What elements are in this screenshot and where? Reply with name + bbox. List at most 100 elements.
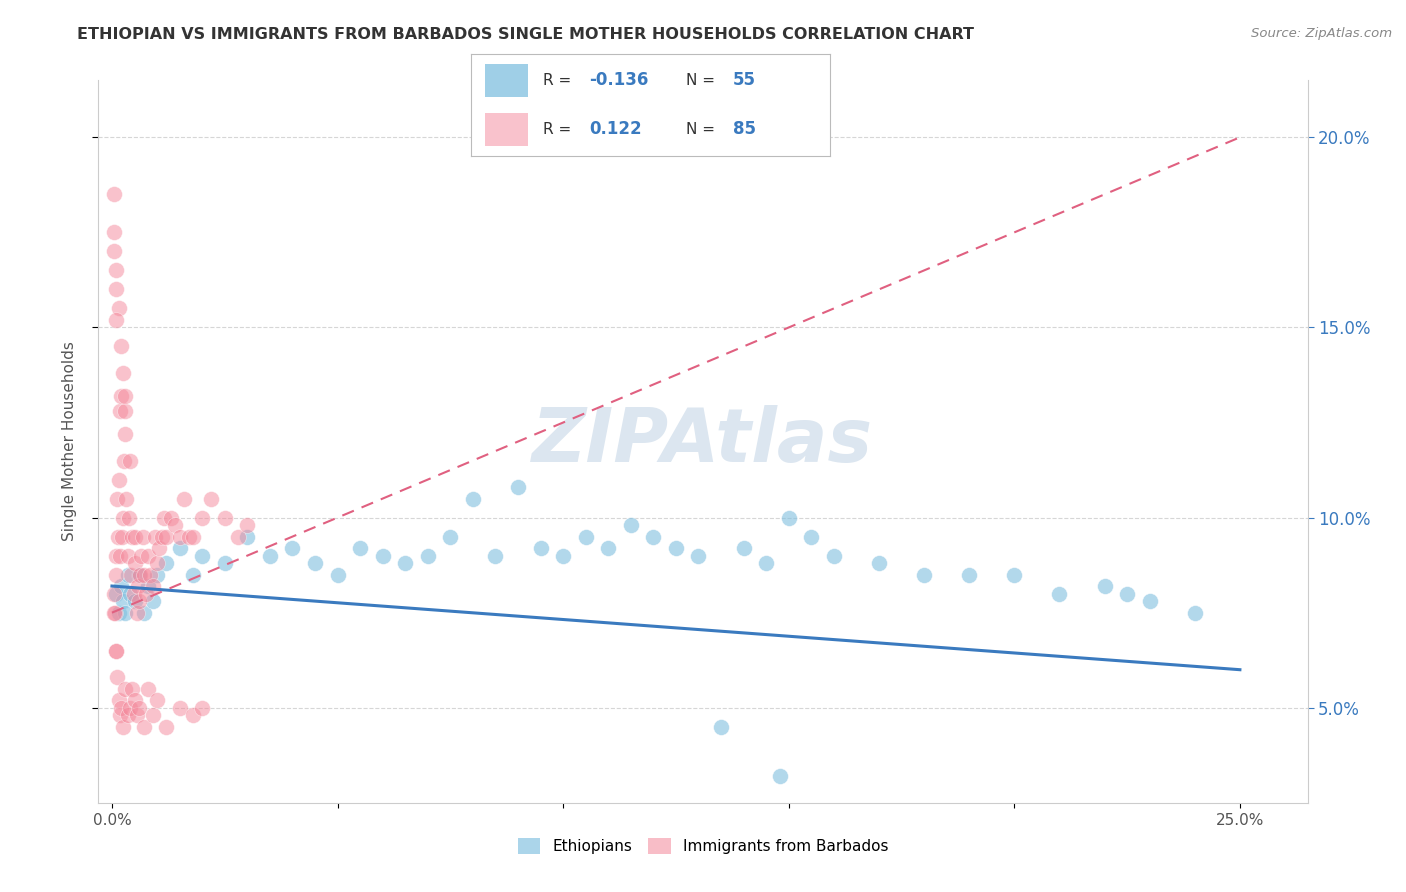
- Point: [181, 530, 204, 544]
- Point: [104, 567, 127, 582]
- Point: [226, 530, 249, 544]
- Point: [439, 530, 461, 544]
- Point: [107, 530, 129, 544]
- Point: [620, 518, 643, 533]
- Point: [118, 700, 141, 714]
- Point: [124, 693, 146, 707]
- Point: [146, 556, 169, 570]
- Point: [115, 491, 138, 506]
- Point: [259, 549, 281, 563]
- Point: [103, 226, 125, 240]
- Point: [1094, 579, 1116, 593]
- Point: [371, 549, 394, 563]
- Point: [755, 556, 778, 570]
- Point: [110, 389, 132, 403]
- Point: [191, 700, 214, 714]
- Point: [108, 404, 131, 418]
- Point: [146, 567, 169, 582]
- Point: [104, 606, 127, 620]
- Text: Source: ZipAtlas.com: Source: ZipAtlas.com: [1251, 27, 1392, 40]
- Point: [181, 567, 204, 582]
- Point: [1002, 567, 1025, 582]
- Point: [484, 549, 506, 563]
- Point: [136, 681, 159, 696]
- Point: [529, 541, 551, 555]
- Text: 0.122: 0.122: [589, 120, 643, 138]
- Point: [104, 282, 127, 296]
- Point: [110, 700, 132, 714]
- Point: [155, 720, 177, 734]
- Text: 55: 55: [733, 71, 756, 89]
- Point: [107, 301, 129, 316]
- Point: [124, 594, 146, 608]
- Point: [105, 491, 128, 506]
- Point: [105, 263, 128, 277]
- Point: [349, 541, 371, 555]
- Point: [769, 769, 792, 783]
- Point: [125, 708, 148, 723]
- Point: [142, 594, 165, 608]
- Point: [105, 670, 128, 684]
- Point: [125, 606, 148, 620]
- Point: [281, 541, 304, 555]
- Point: [506, 480, 529, 494]
- Point: [733, 541, 755, 555]
- Point: [148, 541, 170, 555]
- Point: [129, 549, 152, 563]
- Point: [105, 587, 128, 601]
- Point: [236, 518, 259, 533]
- Point: [132, 720, 155, 734]
- Point: [131, 530, 153, 544]
- Text: N =: N =: [686, 72, 720, 87]
- Point: [121, 681, 143, 696]
- Point: [146, 693, 169, 707]
- Point: [103, 187, 125, 202]
- Y-axis label: Single Mother Households: Single Mother Households: [62, 342, 77, 541]
- Point: [236, 530, 259, 544]
- Point: [778, 510, 800, 524]
- Point: [114, 681, 136, 696]
- Point: [114, 606, 136, 620]
- Point: [103, 587, 125, 601]
- Point: [114, 426, 136, 441]
- Point: [105, 643, 128, 657]
- Point: [107, 693, 129, 707]
- Point: [912, 567, 935, 582]
- Point: [135, 587, 157, 601]
- Point: [710, 720, 733, 734]
- Point: [124, 556, 146, 570]
- Point: [643, 530, 665, 544]
- Point: [304, 556, 326, 570]
- Point: [139, 567, 162, 582]
- Point: [169, 700, 191, 714]
- Point: [129, 567, 152, 582]
- Point: [128, 700, 150, 714]
- Point: [416, 549, 439, 563]
- Point: [177, 530, 200, 544]
- Text: ZIPAtlas: ZIPAtlas: [533, 405, 873, 478]
- Point: [169, 541, 191, 555]
- Point: [103, 606, 125, 620]
- Point: [112, 720, 135, 734]
- Point: [868, 556, 890, 570]
- Point: [118, 453, 141, 467]
- Point: [165, 518, 187, 533]
- Point: [136, 579, 159, 593]
- Point: [142, 708, 165, 723]
- Point: [957, 567, 980, 582]
- Point: [128, 567, 150, 582]
- Point: [173, 491, 195, 506]
- Point: [155, 556, 177, 570]
- Point: [107, 473, 129, 487]
- Point: [214, 510, 236, 524]
- Text: 85: 85: [733, 120, 756, 138]
- Point: [112, 510, 135, 524]
- Point: [110, 339, 132, 353]
- Point: [150, 530, 173, 544]
- Point: [120, 567, 142, 582]
- Legend: Ethiopians, Immigrants from Barbados: Ethiopians, Immigrants from Barbados: [512, 832, 894, 860]
- Text: -0.136: -0.136: [589, 71, 648, 89]
- Point: [159, 510, 181, 524]
- Point: [142, 579, 165, 593]
- Point: [110, 579, 132, 593]
